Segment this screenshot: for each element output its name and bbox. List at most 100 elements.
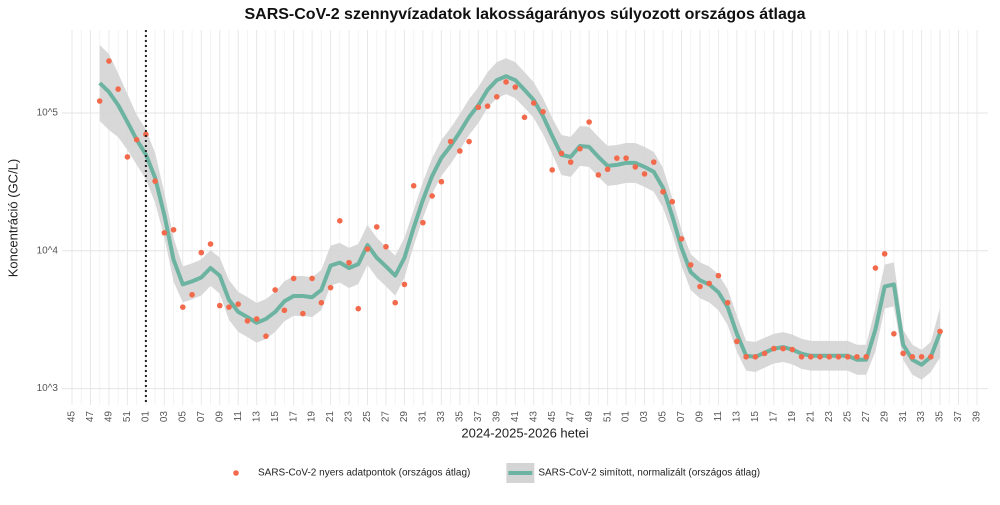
x-tick-label: 27 — [861, 411, 872, 423]
x-tick-label: 45 — [67, 411, 78, 423]
legend-marker — [233, 470, 239, 476]
data-point — [170, 226, 177, 233]
data-point — [521, 114, 528, 121]
x-tick-label: 07 — [196, 411, 207, 423]
data-point — [207, 241, 214, 247]
data-point — [337, 218, 343, 224]
x-tick-label: 29 — [399, 411, 410, 423]
data-point — [484, 103, 491, 109]
x-tick-label: 21 — [325, 411, 336, 423]
x-tick-label: 51 — [602, 411, 613, 423]
y-axis-label: Koncentráció (GC/L) — [5, 159, 20, 278]
data-point — [503, 79, 509, 85]
data-point — [872, 265, 879, 271]
data-point — [466, 138, 472, 145]
data-point — [189, 291, 195, 298]
x-tick-label: 13 — [732, 411, 743, 423]
data-point — [780, 345, 786, 352]
x-tick-label: 49 — [104, 411, 115, 423]
x-tick-label: 09 — [214, 411, 225, 423]
data-point — [826, 354, 833, 360]
data-point — [235, 301, 242, 307]
data-point — [226, 304, 232, 310]
data-point — [798, 354, 805, 360]
x-tick-label: 03 — [639, 411, 650, 423]
data-point — [290, 275, 297, 282]
data-point — [410, 183, 417, 189]
x-tick-label: 39 — [491, 411, 502, 423]
data-point — [577, 145, 583, 152]
data-point — [263, 333, 269, 339]
x-tick-label: 17 — [288, 411, 299, 423]
data-point — [678, 236, 685, 242]
data-point — [650, 159, 657, 165]
x-tick-label: 05 — [658, 411, 669, 423]
data-point — [438, 178, 445, 185]
x-tick-label: 13 — [251, 411, 262, 423]
x-tick-label: 47 — [565, 411, 576, 423]
x-tick-label: 21 — [805, 411, 816, 423]
x-tick-label: 01 — [621, 411, 632, 423]
data-point — [216, 302, 223, 309]
data-point — [715, 272, 722, 279]
data-point — [743, 354, 749, 360]
data-point — [687, 262, 694, 268]
data-point — [392, 299, 399, 306]
data-point — [734, 338, 740, 345]
x-tick-label: 35 — [454, 411, 465, 423]
data-point — [152, 178, 158, 184]
y-tick-label: 10^5 — [37, 108, 59, 119]
data-point — [253, 316, 260, 322]
data-point — [457, 148, 463, 154]
data-point — [604, 166, 611, 173]
data-point — [318, 299, 325, 306]
data-point — [530, 100, 537, 106]
x-tick-label: 15 — [750, 411, 761, 423]
data-point — [124, 154, 131, 160]
data-point — [623, 155, 629, 161]
data-point — [475, 104, 482, 111]
x-tick-label: 35 — [935, 411, 946, 423]
data-point — [595, 172, 602, 178]
x-tick-label: 31 — [898, 411, 909, 423]
data-point — [244, 318, 251, 324]
x-tick-label: 51 — [122, 411, 133, 423]
data-point — [549, 167, 556, 173]
x-tick-label: 39 — [972, 411, 983, 423]
x-tick-label: 31 — [418, 411, 429, 423]
data-point — [891, 330, 897, 337]
data-point — [844, 354, 851, 360]
data-point — [918, 354, 925, 360]
data-point — [373, 224, 380, 230]
x-tick-label: 19 — [787, 411, 798, 423]
x-tick-label: 23 — [824, 411, 835, 423]
y-tick-label: 10^3 — [37, 383, 59, 394]
data-point — [281, 307, 288, 314]
x-tick-label: 23 — [344, 411, 355, 423]
data-point — [198, 249, 205, 256]
confidence-band — [99, 45, 941, 380]
data-point — [143, 131, 149, 138]
y-tick-label: 10^4 — [37, 245, 59, 256]
data-point — [835, 354, 842, 360]
x-tick-label: 19 — [307, 411, 318, 423]
x-tick-label: 41 — [510, 411, 521, 423]
x-tick-label: 27 — [381, 411, 392, 423]
data-point — [863, 354, 869, 360]
data-point — [309, 275, 315, 282]
x-tick-label: 11 — [233, 411, 244, 422]
data-point — [614, 155, 620, 161]
data-point — [761, 350, 768, 357]
x-tick-label: 17 — [768, 411, 779, 423]
data-point — [558, 150, 565, 157]
data-point — [512, 84, 519, 90]
marks — [96, 30, 943, 405]
data-point — [909, 354, 916, 360]
x-tick-label: 37 — [953, 411, 964, 423]
data-point — [364, 246, 371, 252]
data-point — [133, 136, 140, 143]
data-point — [586, 119, 592, 125]
data-point — [180, 304, 186, 310]
x-tick-label: 37 — [473, 411, 484, 423]
